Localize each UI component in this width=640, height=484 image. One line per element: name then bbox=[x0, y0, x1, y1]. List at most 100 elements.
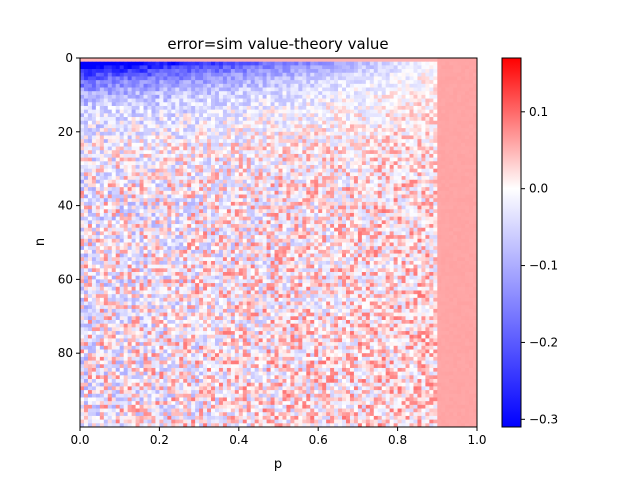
heatmap-cell bbox=[80, 72, 85, 77]
heatmap-cell bbox=[298, 120, 303, 125]
heatmap-cell bbox=[389, 150, 395, 155]
heatmap-cell bbox=[445, 131, 450, 136]
heatmap-cell bbox=[99, 83, 105, 88]
heatmap-cell bbox=[338, 117, 343, 122]
heatmap-cell bbox=[135, 216, 140, 221]
heatmap-cell bbox=[373, 212, 379, 218]
heatmap-cell bbox=[449, 124, 454, 129]
heatmap-cell bbox=[357, 176, 363, 181]
heatmap-cell bbox=[357, 231, 363, 236]
heatmap-cell bbox=[345, 216, 351, 221]
heatmap-cell bbox=[290, 105, 295, 111]
heatmap-cell bbox=[385, 187, 391, 192]
heatmap-cell bbox=[322, 168, 327, 173]
heatmap-cell bbox=[183, 161, 188, 166]
heatmap-cell bbox=[361, 209, 367, 214]
heatmap-cell bbox=[369, 161, 375, 166]
heatmap-cell bbox=[179, 80, 184, 85]
heatmap-cell bbox=[167, 150, 172, 155]
heatmap-cell bbox=[242, 91, 248, 96]
heatmap-cell bbox=[91, 205, 97, 210]
heatmap-cell bbox=[318, 128, 323, 133]
heatmap-cell bbox=[342, 94, 347, 99]
heatmap-cell bbox=[159, 216, 164, 221]
heatmap-cell bbox=[214, 212, 220, 218]
heatmap-cell bbox=[171, 58, 176, 63]
heatmap-cell bbox=[127, 220, 133, 225]
heatmap-cell bbox=[286, 80, 291, 85]
heatmap-cell bbox=[246, 220, 252, 225]
heatmap-cell bbox=[377, 65, 383, 70]
heatmap-cell bbox=[207, 231, 212, 236]
heatmap-cell bbox=[437, 187, 442, 192]
heatmap-cell bbox=[286, 227, 291, 232]
heatmap-cell bbox=[445, 65, 450, 70]
heatmap-cell bbox=[135, 172, 140, 177]
heatmap-cell bbox=[461, 227, 466, 232]
heatmap-cell bbox=[111, 58, 117, 63]
heatmap-cell bbox=[139, 168, 144, 173]
heatmap-cell bbox=[405, 205, 410, 210]
heatmap-cell bbox=[270, 98, 275, 103]
heatmap-cell bbox=[226, 153, 232, 159]
heatmap-cell bbox=[111, 124, 117, 129]
heatmap-cell bbox=[286, 179, 291, 184]
heatmap-cell bbox=[425, 190, 430, 195]
heatmap-cell bbox=[238, 168, 244, 173]
heatmap-cell bbox=[143, 165, 148, 170]
heatmap-cell bbox=[381, 91, 387, 96]
heatmap-cell bbox=[187, 94, 192, 99]
heatmap-cell bbox=[397, 153, 402, 159]
heatmap-cell bbox=[357, 165, 363, 170]
heatmap-cell bbox=[401, 153, 406, 159]
heatmap-cell bbox=[453, 168, 458, 173]
heatmap-cell bbox=[429, 176, 434, 181]
heatmap-cell bbox=[381, 113, 387, 118]
heatmap-cell bbox=[258, 69, 264, 74]
heatmap-cell bbox=[373, 231, 379, 236]
heatmap-cell bbox=[469, 124, 474, 129]
heatmap-cell bbox=[425, 142, 430, 147]
heatmap-cell bbox=[345, 198, 351, 203]
heatmap-cell bbox=[389, 212, 395, 218]
heatmap-cell bbox=[135, 157, 140, 162]
heatmap-cell bbox=[195, 142, 200, 147]
heatmap-cell bbox=[95, 231, 101, 236]
heatmap-cell bbox=[262, 69, 267, 74]
heatmap-cell bbox=[147, 117, 152, 122]
heatmap-cell bbox=[425, 69, 430, 74]
heatmap-cell bbox=[151, 153, 156, 159]
heatmap-cell bbox=[187, 190, 192, 195]
heatmap-cell bbox=[250, 227, 256, 232]
heatmap-cell bbox=[230, 187, 236, 192]
heatmap-cell bbox=[167, 61, 172, 66]
heatmap-cell bbox=[250, 91, 256, 96]
heatmap-cell bbox=[270, 113, 275, 118]
heatmap-cell bbox=[306, 113, 311, 118]
heatmap-cell bbox=[95, 224, 101, 229]
heatmap-cell bbox=[401, 205, 406, 210]
heatmap-cell bbox=[135, 94, 140, 99]
heatmap-cell bbox=[266, 83, 271, 88]
heatmap-cell bbox=[123, 80, 129, 85]
heatmap-cell bbox=[425, 187, 430, 192]
heatmap-cell bbox=[127, 120, 133, 125]
heatmap-cell bbox=[258, 83, 264, 88]
heatmap-cell bbox=[294, 69, 299, 74]
heatmap-cell bbox=[365, 235, 371, 240]
heatmap-cell bbox=[107, 120, 113, 125]
heatmap-cell bbox=[349, 120, 355, 125]
heatmap-cell bbox=[334, 150, 339, 155]
heatmap-cell bbox=[103, 61, 109, 66]
heatmap-cell bbox=[310, 198, 315, 203]
heatmap-cell bbox=[369, 124, 375, 129]
heatmap-cell bbox=[262, 231, 267, 236]
heatmap-cell bbox=[357, 65, 363, 70]
heatmap-cell bbox=[234, 198, 240, 203]
heatmap-cell bbox=[99, 150, 105, 155]
heatmap-cell bbox=[417, 146, 422, 151]
heatmap-cell bbox=[258, 198, 264, 203]
heatmap-cell bbox=[230, 157, 236, 162]
heatmap-cell bbox=[167, 128, 172, 133]
heatmap-cell bbox=[417, 142, 422, 147]
